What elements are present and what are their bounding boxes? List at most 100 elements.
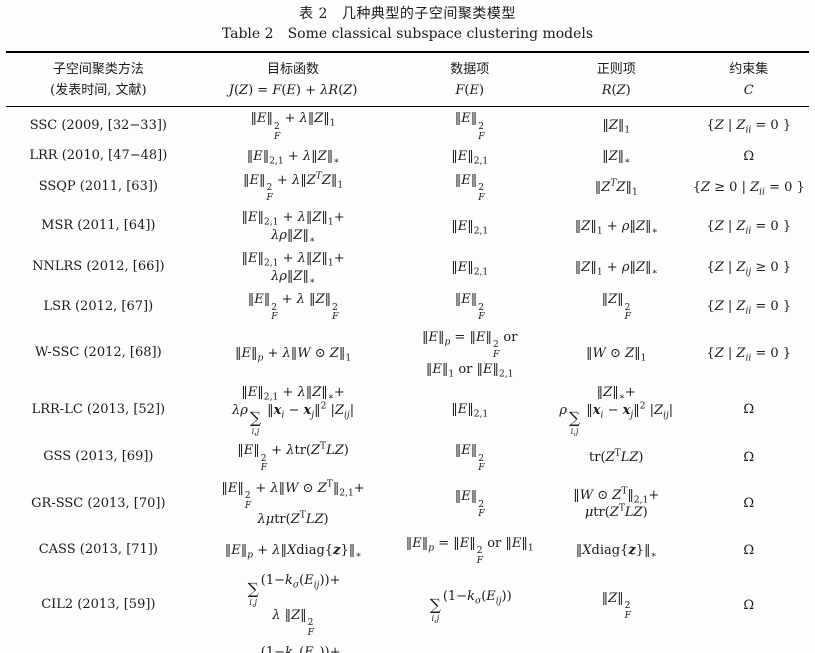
- table-row: LRR (2010, [47−48]) ‖E‖2,1 + λ‖Z‖∗ ‖E‖2,…: [6, 145, 809, 169]
- table-caption-en: Table 2 Some classical subspace clusterin…: [6, 24, 809, 44]
- header-method-sub: (发表时间, 文献): [50, 83, 147, 99]
- method-cell: CIL2 (2013, [59]): [41, 596, 156, 612]
- table-row: SSQP (2011, [63]) ‖E‖ 2 F + λ‖ZTZ‖1 ‖E‖ 2 F …: [6, 169, 809, 207]
- caption-zh-label: 表 2: [299, 6, 328, 22]
- header-method: 子空间聚类方法 (发表时间, 文献): [6, 52, 191, 108]
- objective-cell: ‖E‖ 2 F + λ‖ZTZ‖1: [242, 171, 344, 203]
- table-row: GSS (2013, [69]) ‖E‖ 2 F + λtr(ZTLZ) ‖E‖ 2 F…: [6, 439, 809, 477]
- method-cell: SSC (2009, [32−33]): [29, 117, 167, 133]
- objective-cell: ‖E‖2,1 + λ‖Z‖∗: [246, 149, 340, 167]
- method-cell: GR-SSC (2013, [70]): [31, 495, 166, 511]
- regularizer-cell: ‖Z‖ 2 F: [601, 292, 631, 323]
- regularizer-cell: ‖Z‖ 2 F: [601, 590, 631, 621]
- data-term-cell: ‖E‖ 2 F: [454, 172, 485, 203]
- data-term-cell: ‖E‖p = ‖E‖ 2 F or ‖E‖1 or ‖E‖2,1: [421, 329, 518, 380]
- constraint-cell: {Z ≥ 0 | Zii = 0 }: [692, 179, 805, 198]
- data-term-cell: ‖E‖ 2 F: [454, 292, 485, 323]
- constraint-cell: {Z | Zii = 0 }: [689, 641, 809, 653]
- regularizer-cell: ‖W ⊙ Z‖1: [586, 345, 647, 364]
- data-term-cell: ‖E‖ 2 F: [454, 443, 485, 474]
- data-term-cell: ‖E‖2,1: [451, 260, 489, 278]
- constraint-cell: Ω: [743, 597, 755, 613]
- objective-cell: ‖E‖ 2 F + λ‖W ⊙ ZT‖2,1+ λμtr(ZTLZ): [221, 479, 365, 528]
- constraint-cell: Ω: [743, 542, 755, 558]
- header-objective: 目标函数 J(Z) = F(E) + λR(Z): [190, 52, 396, 108]
- constraint-cell: Ω: [743, 149, 755, 165]
- constraint-cell: Ω: [743, 496, 755, 512]
- caption-zh-title: 几种典型的子空间聚类模型: [341, 6, 516, 22]
- objective-cell: ‖E‖ 2 F + λ‖Z‖1: [250, 111, 336, 142]
- header-constraint: 约束集 C: [688, 52, 809, 108]
- data-term-cell: ∑i,j(1−kσ(Eij)): [429, 589, 512, 623]
- regularizer-cell: ‖Z‖1: [602, 118, 631, 137]
- table-row: LRR-LC (2013, [52]) ‖E‖2,1 + λ‖Z‖∗+ λρ ∑ i,…: [6, 381, 809, 439]
- caption-en-label: Table 2: [221, 26, 274, 43]
- data-term-cell: ‖E‖2,1: [451, 218, 489, 237]
- regularizer-cell: ‖Z‖1 + ρ‖Z‖∗: [574, 260, 658, 278]
- caption-en-title: Some classical subspace clustering model…: [287, 26, 594, 43]
- table-row: LSR (2012, [67]) ‖E‖ 2 F + λ ‖Z‖ 2 F ‖E‖ 2 F ‖…: [6, 288, 809, 326]
- table-row: CIL2 (2013, [59]) ∑ i,j (1−kσ(Eij))+ λ ‖Z‖ 2…: [6, 569, 809, 641]
- method-cell: LRR-LC (2013, [52]): [31, 401, 166, 417]
- method-cell: NNLRS (2012, [66]): [32, 259, 165, 275]
- header-objective-zh: 目标函数: [267, 61, 320, 77]
- objective-cell: ‖E‖2,1 + λ‖Z‖∗+ λρ ∑ i,j ‖xi − xj‖2 |Zij|: [232, 385, 355, 437]
- data-term-cell: ∑i,j(1−kσ(Eij)): [395, 641, 544, 653]
- method-cell: SSQP (2011, [63]): [38, 178, 158, 194]
- objective-cell: ‖E‖ 2 F + λtr(ZTLZ): [237, 441, 349, 474]
- method-cell: MSR (2011, [64]): [41, 218, 156, 234]
- objective-cell: ∑ i,j (1−kσ(Eij))+ λ ‖Z‖ 2 F: [247, 573, 341, 638]
- table-row: CASS (2013, [71]) ‖E‖p + λ‖Xdiag{z}‖∗ ‖E…: [6, 532, 809, 570]
- table-caption-zh: 表 2 几种典型的子空间聚类模型: [6, 4, 809, 24]
- method-cell: W-SSC (2012, [68]): [35, 345, 162, 361]
- constraint-cell: {Z | Zii = 0 }: [706, 118, 792, 137]
- header-data-term: 数据项 F(E): [395, 52, 544, 108]
- constraint-cell: {Z | Zii = 0 }: [706, 218, 792, 237]
- objective-cell: ∑i,j(1−kσ(Eij))+λ ‖Z‖1: [260, 645, 341, 653]
- regularizer-cell: ‖W ⊙ ZT‖2,1+ μtr(ZTLZ): [573, 486, 660, 521]
- header-objective-formula: J(Z) = F(E) + λR(Z): [228, 83, 358, 99]
- constraint-cell: {Z | Zij ≥ 0 }: [706, 260, 792, 278]
- models-table: 子空间聚类方法 (发表时间, 文献) 目标函数 J(Z) = F(E) + λR…: [6, 50, 809, 653]
- header-constraint-formula: C: [743, 83, 754, 99]
- method-cell: CASS (2013, [71]): [38, 542, 158, 558]
- method-cell: LRR (2010, [47−48]): [29, 148, 168, 164]
- data-term-cell: ‖E‖2,1: [451, 402, 489, 420]
- constraint-cell: {Z | Zii = 0 }: [706, 299, 792, 317]
- table-row: NNLRS (2012, [66]) ‖E‖2,1 + λ‖Z‖1+ λρ‖Z‖∗…: [6, 247, 809, 288]
- header-constraint-zh: 约束集: [729, 61, 769, 77]
- regularizer-cell: tr(ZTLZ): [589, 448, 644, 466]
- regularizer-cell: ‖Z‖1 + ρ‖Z‖∗: [574, 218, 658, 237]
- objective-cell: ‖E‖ 2 F + λ ‖Z‖ 2 F: [247, 292, 339, 323]
- table-row: MSR (2011, [64]) ‖E‖2,1 + λ‖Z‖1+ λρ‖Z‖∗ ‖…: [6, 206, 809, 247]
- method-cell: CIL1 (2013, [60]): [6, 641, 191, 653]
- data-term-cell: ‖E‖ 2 F: [454, 111, 485, 142]
- data-term-cell: ‖E‖ 2 F: [454, 489, 485, 520]
- regularizer-cell: ‖Z‖∗+ ρ ∑ i,j ‖xi − xj‖2 |Zij|: [559, 385, 674, 437]
- constraint-cell: {Z | Zii = 0 }: [706, 345, 792, 364]
- objective-cell: ‖E‖p + λ‖Xdiag{z}‖∗: [224, 542, 362, 561]
- header-regularizer: 正则项 R(Z): [543, 52, 689, 108]
- table-row: W-SSC (2012, [68]) ‖E‖p + λ‖W ⊙ Z‖1 ‖E‖p…: [6, 326, 809, 381]
- header-data-term-zh: 数据项: [450, 61, 490, 77]
- method-cell: GSS (2013, [69]): [43, 449, 154, 465]
- regularizer-cell: ‖ZTZ‖1: [594, 178, 638, 198]
- regularizer-cell: ‖Z‖∗: [602, 149, 631, 167]
- data-term-cell: ‖E‖p = ‖E‖ 2 F or ‖E‖1: [405, 535, 534, 566]
- table-header-row: 子空间聚类方法 (发表时间, 文献) 目标函数 J(Z) = F(E) + λR…: [6, 52, 809, 108]
- constraint-cell: Ω: [743, 450, 755, 466]
- header-regularizer-formula: R(Z): [601, 83, 631, 99]
- objective-cell: ‖E‖2,1 + λ‖Z‖1+ λρ‖Z‖∗: [241, 251, 345, 287]
- regularizer-cell: ‖Xdiag{z}‖∗: [575, 542, 657, 561]
- table-row: GR-SSC (2013, [70]) ‖E‖ 2 F + λ‖W ⊙ ZT‖2,1…: [6, 477, 809, 532]
- method-cell: LSR (2012, [67]): [43, 298, 154, 314]
- objective-cell: ‖E‖p + λ‖W ⊙ Z‖1: [234, 345, 352, 364]
- constraint-cell: Ω: [743, 402, 755, 418]
- header-data-term-formula: F(E): [455, 83, 485, 99]
- data-term-cell: ‖E‖2,1: [451, 149, 489, 167]
- objective-cell: ‖E‖2,1 + λ‖Z‖1+ λρ‖Z‖∗: [241, 210, 345, 246]
- regularizer-cell: ‖Z‖1: [544, 641, 689, 653]
- header-regularizer-zh: 正则项: [596, 61, 636, 77]
- header-method-zh: 子空间聚类方法: [52, 61, 144, 77]
